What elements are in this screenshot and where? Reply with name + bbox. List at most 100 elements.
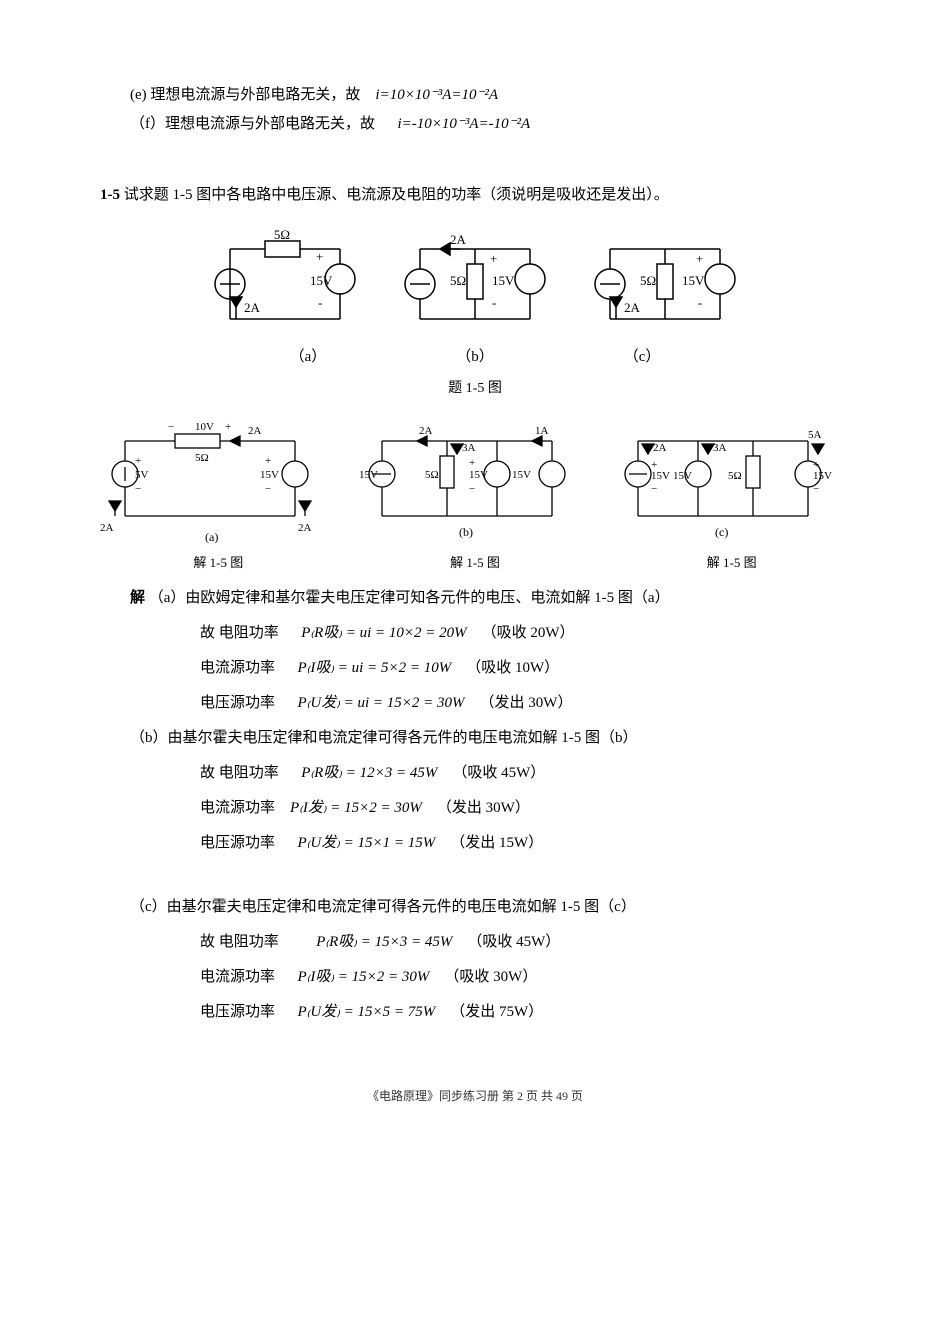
circuit-c: 2A 5Ω + 15V -: [590, 229, 740, 339]
svg-text:+: +: [265, 455, 271, 467]
sol-a-topi: 2A: [248, 425, 262, 437]
circuit-c-V: 15V: [682, 273, 705, 288]
svg-text:+: +: [225, 421, 231, 433]
prelude-e: (e) 理想电流源与外部电路无关，故 i=10×10⁻³A=10⁻²A: [100, 82, 850, 109]
sol-c-v1: 15V: [651, 470, 670, 482]
sol-a-ri: 2A: [298, 522, 312, 534]
prelude-e-eq: i=10×10⁻³A=10⁻²A: [375, 87, 498, 103]
c-r-eq: P₍R吸₎ = 15×3 = 45W: [316, 934, 452, 950]
a-r-line: 故 电阻功率 P₍R吸₎ = ui = 10×2 = 20W （吸收 20W）: [200, 620, 850, 647]
label-b: （b）: [456, 344, 494, 371]
circuit-b-V: 15V: [492, 273, 515, 288]
svg-text:−: −: [651, 483, 657, 495]
svg-text:+: +: [135, 455, 141, 467]
circuit-a-I: 2A: [244, 300, 261, 315]
sol-c-i3: 5A: [808, 429, 822, 441]
c-r-line: 故 电阻功率 P₍R吸₎ = 15×3 = 45W （吸收 45W）: [200, 929, 850, 956]
sol-a-R: 5Ω: [195, 452, 209, 464]
a-r-note: （吸收 20W）: [482, 625, 575, 641]
a-i-label: 电流源功率: [200, 660, 275, 676]
a-r-eq: P₍R吸₎ = ui = 10×2 = 20W: [301, 625, 466, 641]
a-u-label: 电压源功率: [200, 695, 275, 711]
sol-a-li: 2A: [100, 522, 114, 534]
part-a-intro: （a）由欧姆定律和基尔霍夫电压定律可知各元件的电压、电流如解 1-5 图（a）: [149, 590, 670, 606]
problem-text: 试求题 1-5 图中各电路中电压源、电流源及电阻的功率（须说明是吸收还是发出）。: [124, 187, 669, 203]
part-b-intro: （b）由基尔霍夫电压定律和电流定律可得各元件的电压电流如解 1-5 图（b）: [100, 725, 850, 752]
c-r-note: （吸收 45W）: [467, 934, 560, 950]
circuit-b: 2A 5Ω + 15V -: [400, 229, 550, 339]
b-i-eq: P₍I发₎ = 15×2 = 30W: [290, 800, 422, 816]
c-i-label: 电流源功率: [200, 969, 275, 985]
c-u-label: 电压源功率: [200, 1004, 275, 1020]
page-footer: 《电路原理》同步练习册 第 2 页 共 49 页: [100, 1086, 850, 1108]
circuit-b-I: 2A: [450, 232, 467, 247]
sol-left-label: 解 1-5 图: [100, 551, 337, 574]
sol-c-i2: 3A: [713, 442, 727, 454]
prelude-f-text: （f）理想电流源与外部电路无关，故: [130, 116, 375, 132]
prelude-f: （f）理想电流源与外部电路无关，故 i=-10×10⁻³A=-10⁻²A: [100, 111, 850, 138]
circuit-c-R: 5Ω: [640, 273, 656, 288]
label-a: （a）: [290, 344, 327, 371]
sol-circuit-b: 2A 3A 1A 15V 5Ω + 15V − 15V (b) 解 1-5 图: [357, 416, 594, 574]
c-u-line: 电压源功率 P₍U发₎ = 15×5 = 75W （发出 75W）: [200, 999, 850, 1026]
circuit-c-I: 2A: [624, 300, 641, 315]
b-i-line: 电流源功率 P₍I发₎ = 15×2 = 30W （发出 30W）: [200, 795, 850, 822]
prelude-e-text: (e) 理想电流源与外部电路无关，故: [130, 87, 360, 103]
b-u-label: 电压源功率: [200, 835, 275, 851]
sol-b-R: 5Ω: [425, 469, 439, 481]
sol-c-v3: 15V: [813, 470, 832, 482]
sol-c-R: 5Ω: [728, 470, 742, 482]
page-content: (e) 理想电流源与外部电路无关，故 i=10×10⁻³A=10⁻²A （f）理…: [100, 82, 850, 1107]
sol-mid-label: 解 1-5 图: [357, 551, 594, 574]
a-u-line: 电压源功率 P₍U发₎ = ui = 15×2 = 30W （发出 30W）: [200, 690, 850, 717]
svg-text:−: −: [813, 483, 819, 495]
b-i-note: （发出 30W）: [437, 800, 530, 816]
c-u-eq: P₍U发₎ = 15×5 = 75W: [298, 1004, 436, 1020]
circuit-b-R: 5Ω: [450, 273, 466, 288]
c-u-note: （发出 75W）: [450, 1004, 543, 1020]
sol-b-caption: (b): [459, 525, 473, 539]
circuit-a-R: 5Ω: [274, 229, 290, 242]
svg-text:−: −: [135, 483, 141, 495]
svg-text:+: +: [696, 251, 703, 266]
sol-circuit-a: − 10V + 2A 5Ω + 5V − + 15V − 2A 2A (a) 解…: [100, 416, 337, 574]
circuit-a-V: 15V: [310, 273, 333, 288]
svg-text:−: −: [168, 421, 174, 433]
top-figure-caption: 题 1-5 图: [100, 376, 850, 401]
solution-heading-line: 解 （a）由欧姆定律和基尔霍夫电压定律可知各元件的电压、电流如解 1-5 图（a…: [100, 585, 850, 612]
svg-text:-: -: [492, 295, 496, 310]
solution-circuit-row: − 10V + 2A 5Ω + 5V − + 15V − 2A 2A (a) 解…: [100, 416, 850, 574]
a-i-note: （吸收 10W）: [466, 660, 559, 676]
sol-c-i1: 2A: [653, 442, 667, 454]
a-i-eq: P₍I吸₎ = ui = 5×2 = 10W: [298, 660, 452, 676]
svg-text:−: −: [469, 483, 475, 495]
a-u-note: （发出 30W）: [480, 695, 573, 711]
c-i-line: 电流源功率 P₍I吸₎ = 15×2 = 30W （吸收 30W）: [200, 964, 850, 991]
b-u-eq: P₍U发₎ = 15×1 = 15W: [298, 835, 436, 851]
a-u-eq: P₍U发₎ = ui = 15×2 = 30W: [298, 695, 465, 711]
sol-a-leftv: 5V: [135, 469, 149, 481]
prelude-f-eq: i=-10×10⁻³A=-10⁻²A: [398, 116, 531, 132]
b-u-line: 电压源功率 P₍U发₎ = 15×1 = 15W （发出 15W）: [200, 830, 850, 857]
b-r-note: （吸收 45W）: [452, 765, 545, 781]
sol-right-label: 解 1-5 图: [613, 551, 850, 574]
label-c: （c）: [624, 344, 661, 371]
svg-text:−: −: [265, 483, 271, 495]
c-r-label: 故 电阻功率: [200, 934, 279, 950]
problem-statement: 1-5 试求题 1-5 图中各电路中电压源、电流源及电阻的功率（须说明是吸收还是…: [100, 182, 850, 209]
problem-number: 1-5: [100, 187, 120, 203]
top-circuit-row: 5Ω + 15V - 2A: [100, 229, 850, 339]
top-circuit-labels: （a） （b） （c）: [100, 344, 850, 371]
svg-text:+: +: [490, 251, 497, 266]
sol-b-i3: 1A: [535, 425, 549, 437]
b-u-note: （发出 15W）: [450, 835, 543, 851]
a-i-line: 电流源功率 P₍I吸₎ = ui = 5×2 = 10W （吸收 10W）: [200, 655, 850, 682]
part-c-intro: （c）由基尔霍夫电压定律和电流定律可得各元件的电压电流如解 1-5 图（c）: [100, 894, 850, 921]
c-i-eq: P₍I吸₎ = 15×2 = 30W: [298, 969, 430, 985]
b-r-eq: P₍R吸₎ = 12×3 = 45W: [301, 765, 437, 781]
svg-text:-: -: [698, 295, 702, 310]
svg-text:+: +: [469, 457, 475, 469]
sol-a-topv: 10V: [195, 421, 214, 433]
sol-b-i2: 3A: [462, 442, 476, 454]
sol-circuit-c: 2A 3A 5A + 15V − 15V 5Ω + 15V − (c) 解 1-…: [613, 426, 850, 574]
